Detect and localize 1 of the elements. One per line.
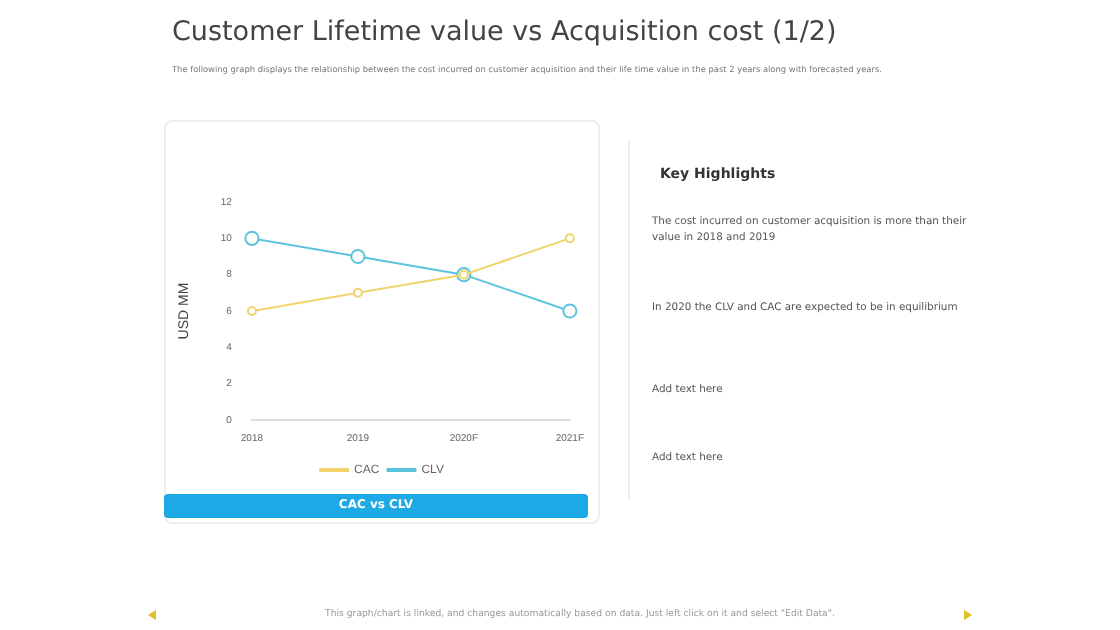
chart-title: Customer Lifetime value vs Acquisition cost (1/2) [172,16,837,48]
